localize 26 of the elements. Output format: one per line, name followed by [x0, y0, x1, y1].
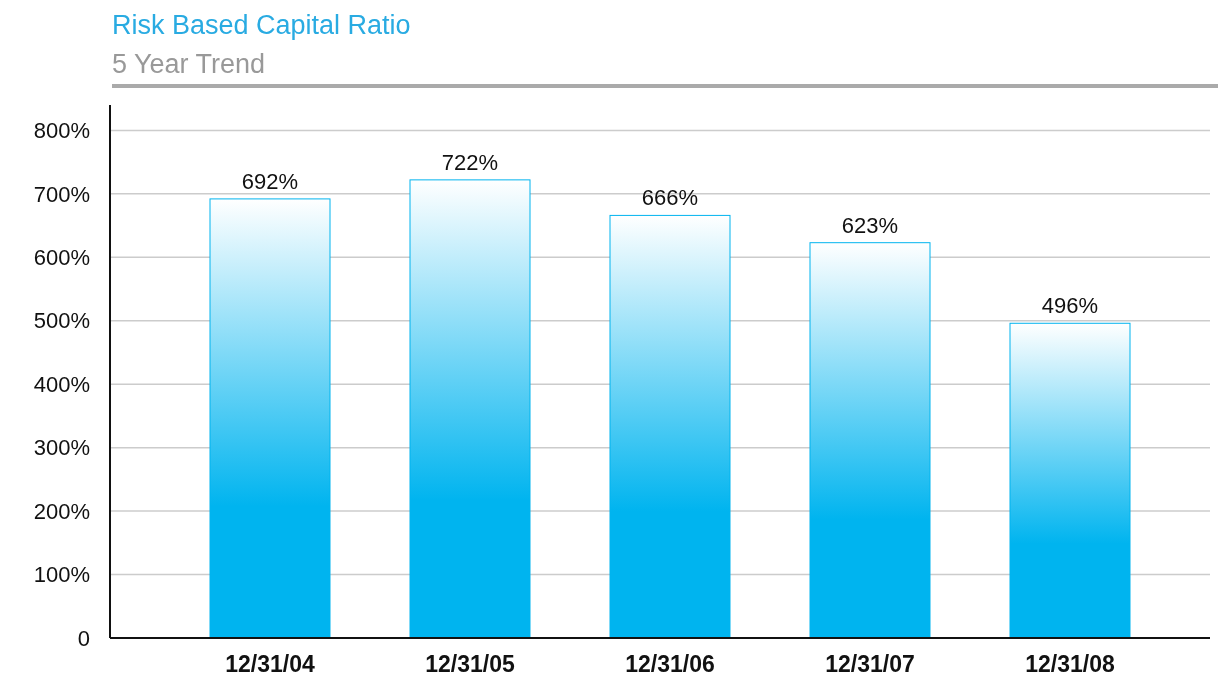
- bar: [609, 214, 731, 639]
- chart-title: Risk Based Capital Ratio: [112, 10, 411, 40]
- x-tick-label: 12/31/08: [1025, 651, 1115, 677]
- data-label: 623%: [841, 212, 899, 238]
- x-tick-label: 12/31/05: [425, 651, 515, 677]
- y-tick-label: 0: [77, 625, 90, 651]
- data-label: 496%: [1041, 293, 1099, 319]
- data-label: 666%: [641, 185, 699, 211]
- y-tick-label: 400%: [33, 371, 90, 397]
- bar: [409, 179, 531, 639]
- data-label: 692%: [241, 168, 299, 194]
- chart-subtitle: 5 Year Trend: [112, 49, 266, 79]
- x-tick-label: 12/31/06: [625, 651, 715, 677]
- bar: [809, 242, 931, 639]
- y-tick-label: 600%: [33, 244, 90, 270]
- x-tick-label: 12/31/07: [825, 651, 915, 677]
- y-tick-label: 300%: [33, 435, 90, 461]
- y-tick-label: 200%: [33, 498, 90, 524]
- y-tick-label: 100%: [33, 562, 90, 588]
- bar: [1009, 322, 1131, 639]
- y-tick-label: 500%: [33, 308, 90, 334]
- y-tick-label: 800%: [33, 118, 90, 144]
- bar: [209, 198, 331, 639]
- data-label: 722%: [441, 149, 499, 175]
- x-tick-label: 12/31/04: [225, 651, 315, 677]
- y-tick-label: 700%: [33, 181, 90, 207]
